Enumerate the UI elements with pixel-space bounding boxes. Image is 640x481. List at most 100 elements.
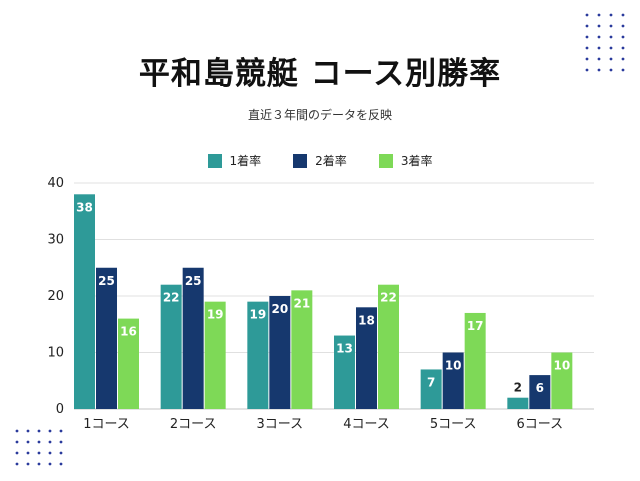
decorative-dot — [585, 68, 589, 72]
decorative-dot — [597, 13, 601, 17]
decorative-dot — [621, 24, 625, 28]
decorative-dot — [597, 57, 601, 61]
decorative-dot — [37, 462, 41, 466]
bar — [96, 267, 117, 409]
y-tick-label: 40 — [47, 176, 64, 191]
x-tick-label: 2コース — [170, 417, 217, 432]
decorative-dot — [26, 462, 30, 466]
data-label: 25 — [98, 274, 115, 288]
bar — [182, 267, 204, 409]
decorative-dot — [59, 462, 63, 466]
decorative-dot — [585, 24, 589, 28]
data-label: 18 — [358, 313, 375, 327]
decorative-dot — [621, 35, 625, 39]
decorative-dot — [15, 462, 19, 466]
decorative-dot — [48, 440, 52, 444]
legend-label-series-3: 3着率 — [400, 154, 433, 168]
decorative-dots-top-right — [585, 13, 625, 72]
data-label: 19 — [249, 308, 266, 322]
legend-label-series-1: 1着率 — [229, 154, 262, 168]
decorative-dot — [621, 46, 625, 50]
decorative-dot — [621, 13, 625, 17]
data-label: 21 — [293, 296, 310, 310]
decorative-dot — [15, 429, 19, 433]
decorative-dot — [597, 35, 601, 39]
decorative-dot — [621, 68, 625, 72]
data-label: 2 — [514, 381, 522, 395]
decorative-dot — [26, 451, 30, 455]
data-label: 6 — [536, 381, 544, 395]
decorative-dots-bottom-left — [15, 429, 63, 466]
decorative-dot — [621, 57, 625, 61]
decorative-dot — [59, 440, 63, 444]
data-label: 10 — [553, 359, 570, 373]
y-tick-label: 0 — [56, 402, 64, 417]
decorative-dot — [48, 451, 52, 455]
bar — [269, 296, 291, 409]
x-tick-label: 3コース — [257, 417, 304, 432]
data-label: 10 — [445, 359, 462, 373]
decorative-dot — [48, 462, 52, 466]
decorative-dot — [609, 57, 613, 61]
bar — [291, 290, 313, 409]
data-label: 22 — [163, 291, 180, 305]
decorative-dot — [59, 451, 63, 455]
bar — [551, 352, 573, 409]
x-tick-label: 1コース — [83, 417, 130, 432]
bar — [118, 318, 139, 409]
data-label: 25 — [185, 274, 202, 288]
legend-label-series-2: 2着率 — [315, 154, 347, 168]
bar — [464, 312, 486, 409]
data-label: 7 — [427, 375, 435, 389]
legend-item-series-3: 3着率 — [378, 152, 433, 169]
data-label: 16 — [120, 325, 137, 339]
legend-swatch-series-3 — [378, 153, 393, 168]
y-tick-label: 20 — [47, 289, 64, 304]
bar — [334, 335, 355, 409]
bar — [160, 284, 182, 409]
data-label: 22 — [380, 291, 397, 305]
legend-swatch-series-2 — [293, 153, 308, 168]
data-label: 38 — [76, 200, 93, 214]
decorative-dot — [48, 429, 52, 433]
decorative-dot — [37, 429, 41, 433]
x-tick-label: 5コース — [430, 417, 477, 432]
x-tick-label: 4コース — [343, 417, 390, 432]
data-label: 20 — [271, 302, 288, 316]
bar — [442, 352, 464, 409]
decorative-dot — [26, 429, 30, 433]
decorative-dot — [15, 451, 19, 455]
data-label: 13 — [336, 342, 353, 356]
decorative-dot — [597, 24, 601, 28]
bar — [507, 397, 529, 409]
bar — [529, 375, 551, 409]
legend: 1着率 2着率 3着率 — [0, 152, 640, 169]
bar — [74, 194, 95, 409]
decorative-dot — [609, 13, 613, 17]
decorative-dot — [609, 68, 613, 72]
legend-item-series-1: 1着率 — [207, 152, 262, 169]
decorative-dot — [609, 35, 613, 39]
decorative-dot — [37, 440, 41, 444]
decorative-dot — [15, 440, 19, 444]
decorative-dot — [26, 440, 30, 444]
decorative-dot — [585, 35, 589, 39]
data-label: 19 — [207, 308, 224, 322]
bar — [247, 301, 269, 409]
data-label: 17 — [467, 319, 484, 333]
bar — [204, 301, 226, 409]
bar — [378, 284, 399, 409]
bar — [420, 369, 442, 409]
bar — [356, 307, 377, 409]
decorative-dot — [609, 46, 613, 50]
decorative-dot — [59, 429, 63, 433]
decorative-dot — [37, 451, 41, 455]
decorative-dot — [585, 57, 589, 61]
decorative-dot — [609, 24, 613, 28]
decorative-dot — [585, 46, 589, 50]
decorative-dot — [597, 46, 601, 50]
x-tick-label: 6コース — [517, 417, 564, 432]
y-tick-label: 30 — [47, 233, 64, 248]
legend-swatch-series-1 — [207, 153, 222, 168]
